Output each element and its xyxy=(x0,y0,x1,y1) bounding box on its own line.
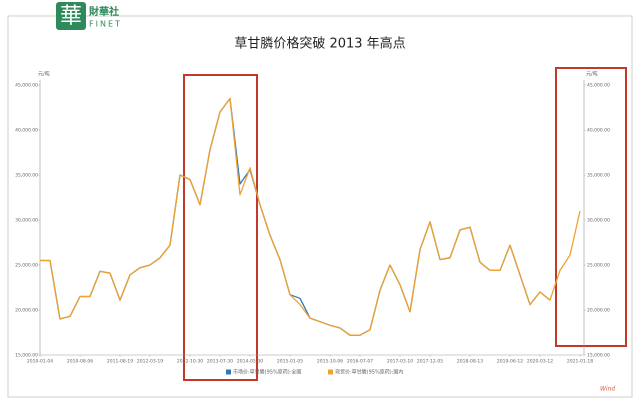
y2-tick-label: 45,000.00 xyxy=(587,83,610,89)
chart-title: 草甘膦价格突破 2013 年高点 xyxy=(234,36,405,52)
y2-unit: 元/吨 xyxy=(586,71,598,78)
legend-swatch xyxy=(226,369,231,375)
x-tick-label: 2015-10-06 xyxy=(317,359,343,365)
logo-badge xyxy=(56,2,86,30)
y2-tick-label: 40,000.00 xyxy=(587,128,610,134)
x-tick-label: 2017-03-10 xyxy=(387,359,413,365)
y2-tick-label: 35,000.00 xyxy=(587,173,610,179)
x-tick-label: 2012-03-19 xyxy=(137,359,163,365)
source: Wind xyxy=(600,386,615,393)
x-tick-label: 2021-01-18 xyxy=(567,359,593,365)
highlight-box xyxy=(183,74,258,381)
y-unit: 元/吨 xyxy=(38,71,50,78)
y-tick-label: 25,000.00 xyxy=(15,263,38,269)
x-tick-label: 2012-10-30 xyxy=(177,359,203,365)
x-tick-label: 2010-08-06 xyxy=(67,359,93,365)
logo-name: 財華社 xyxy=(88,5,119,18)
x-tick-label: 2016-07-07 xyxy=(347,359,373,365)
y-tick-label: 45,000.00 xyxy=(15,83,38,89)
legend-label: 现货价:草甘膦(95%原药):国内 xyxy=(335,369,403,376)
legend-swatch xyxy=(328,369,333,375)
line-series xyxy=(40,97,581,336)
x-tick-label: 2010-01-04 xyxy=(27,359,53,365)
logo-en: FINET xyxy=(89,20,122,29)
highlight-box xyxy=(555,67,627,347)
x-tick-label: 2020-03-12 xyxy=(527,359,553,365)
chart-frame xyxy=(7,15,633,398)
legend-label: 市场价:草甘膦(95%原药):全国 xyxy=(233,369,301,376)
x-tick-label: 2011-08-19 xyxy=(107,359,133,365)
logo-mark: 華 xyxy=(60,4,82,29)
y-tick-label: 35,000.00 xyxy=(15,173,38,179)
x-tick-label: 2017-12-05 xyxy=(417,359,443,365)
y2-tick-label: 15,000.00 xyxy=(587,353,610,359)
x-tick-label: 2015-01-05 xyxy=(277,359,303,365)
y2-tick-label: 30,000.00 xyxy=(587,218,610,224)
y-tick-label: 40,000.00 xyxy=(15,128,38,134)
x-tick-label: 2018-08-13 xyxy=(457,359,483,365)
y-tick-label: 20,000.00 xyxy=(15,308,38,314)
y-tick-label: 30,000.00 xyxy=(15,218,38,224)
y-tick-label: 15,000.00 xyxy=(15,353,38,359)
y2-tick-label: 20,000.00 xyxy=(587,308,610,314)
x-tick-label: 2014-05-30 xyxy=(237,359,263,365)
y2-tick-label: 25,000.00 xyxy=(587,263,610,269)
x-tick-label: 2019-06-12 xyxy=(497,359,523,365)
x-tick-label: 2013-07-30 xyxy=(207,359,233,365)
